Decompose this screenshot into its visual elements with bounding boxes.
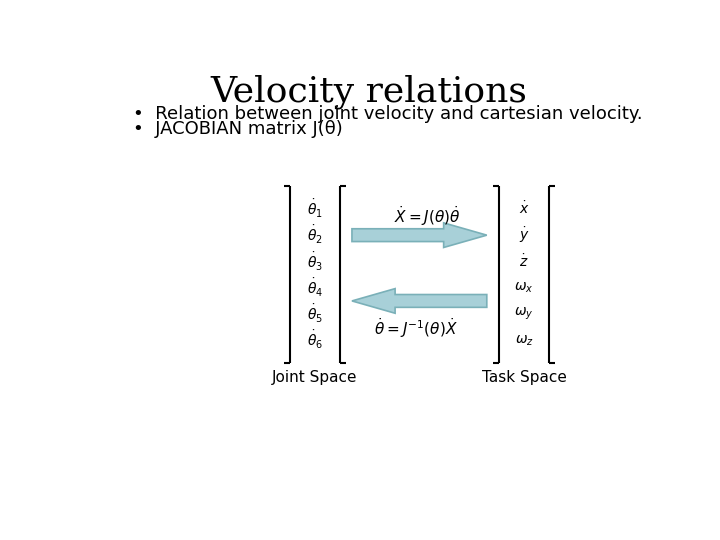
Text: $\dot{\theta}_1$: $\dot{\theta}_1$ xyxy=(307,198,323,220)
Text: $\omega_z$: $\omega_z$ xyxy=(515,333,534,348)
Text: $\dot{y}$: $\dot{y}$ xyxy=(518,225,529,245)
Text: •  JACOBIAN matrix J(θ): • JACOBIAN matrix J(θ) xyxy=(132,120,343,138)
Text: $\dot{\theta}_3$: $\dot{\theta}_3$ xyxy=(307,251,323,273)
FancyArrow shape xyxy=(352,223,487,247)
Text: $\dot{z}$: $\dot{z}$ xyxy=(519,253,528,270)
Text: $\dot{\theta} = J^{-1}(\theta)\dot{X}$: $\dot{\theta} = J^{-1}(\theta)\dot{X}$ xyxy=(374,316,457,340)
Text: $\dot{\theta}_2$: $\dot{\theta}_2$ xyxy=(307,224,323,246)
Text: $\dot{\theta}_5$: $\dot{\theta}_5$ xyxy=(307,303,323,325)
Text: Velocity relations: Velocity relations xyxy=(210,74,528,109)
Text: $\dot{X} = J(\theta)\dot{\theta}$: $\dot{X} = J(\theta)\dot{\theta}$ xyxy=(394,204,460,227)
Text: $\dot{\theta}_4$: $\dot{\theta}_4$ xyxy=(307,276,323,299)
Text: •  Relation between joint velocity and cartesian velocity.: • Relation between joint velocity and ca… xyxy=(132,105,642,123)
Text: $\dot{x}$: $\dot{x}$ xyxy=(518,200,529,217)
Text: $\omega_y$: $\omega_y$ xyxy=(514,306,534,322)
Text: $\dot{\theta}_6$: $\dot{\theta}_6$ xyxy=(307,329,323,352)
Text: Task Space: Task Space xyxy=(482,370,567,386)
Text: $\omega_x$: $\omega_x$ xyxy=(514,281,534,295)
FancyArrow shape xyxy=(352,288,487,313)
Text: Joint Space: Joint Space xyxy=(272,370,358,386)
